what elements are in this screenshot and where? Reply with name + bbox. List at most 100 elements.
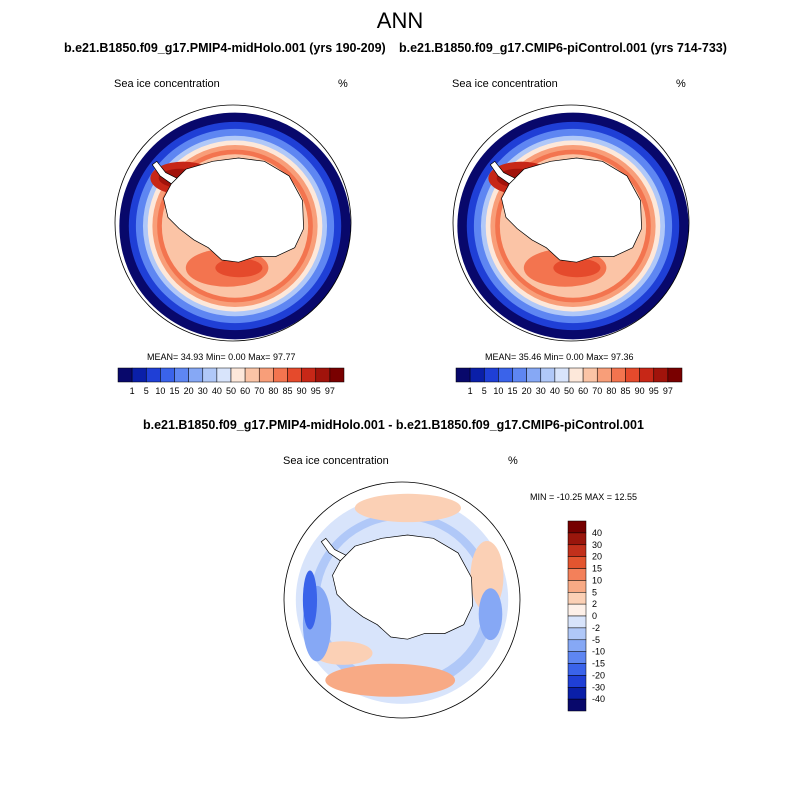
panel2-max: 97.36 xyxy=(610,352,634,362)
panel2-colorbar-tick-2: 10 xyxy=(493,386,503,396)
panel2-colorbar-tick-4: 20 xyxy=(522,386,532,396)
panel1-colorbar-tick-7: 50 xyxy=(226,386,236,396)
panel1-colorbar-tick-11: 85 xyxy=(282,386,292,396)
panel1-map xyxy=(114,104,352,342)
panel1-colorbar-tick-12: 90 xyxy=(297,386,307,396)
panel1-colorbar-swatch-10 xyxy=(259,367,274,383)
diff-colorbar-swatch-3 xyxy=(567,556,587,569)
antarctic-peninsula xyxy=(320,537,347,562)
panel2-colorbar-swatch-9 xyxy=(582,367,598,383)
antarctic-peninsula xyxy=(151,160,178,185)
panel1-colorbar-swatch-15 xyxy=(329,367,345,383)
panel1-colorbar-swatch-8 xyxy=(230,367,246,383)
antarctica-outline xyxy=(332,534,473,640)
panel1-colorbar-swatch-1 xyxy=(131,367,147,383)
panel2-colorbar-swatch-2 xyxy=(484,367,499,383)
panel1-variable-title: Sea ice concentration xyxy=(114,78,220,90)
panel2-min: 0.00 xyxy=(566,352,584,362)
sea-ice-field xyxy=(455,110,689,341)
panel1-mean-label: MEAN= xyxy=(147,352,179,362)
diff-colorbar-swatch-9 xyxy=(567,627,587,641)
panel2-colorbar-tick-9: 70 xyxy=(592,386,602,396)
panel2-colorbar-tick-14: 97 xyxy=(663,386,673,396)
panel1-colorbar-swatch-6 xyxy=(202,367,218,383)
case2-title: b.e21.B1850.f09_g17.CMIP6-piControl.001 … xyxy=(399,41,727,55)
panel1-colorbar-tick-13: 95 xyxy=(311,386,321,396)
diff-colorbar-swatch-7 xyxy=(567,603,587,617)
diff-colorbar-swatch-13 xyxy=(567,675,587,688)
diff-colorbar-swatch-0 xyxy=(567,520,587,534)
diff-colorbar-tick-6: 2 xyxy=(592,599,597,609)
sea-ice-field xyxy=(117,110,351,341)
panel2-colorbar-swatch-5 xyxy=(526,367,541,383)
panel2-units: % xyxy=(676,78,686,90)
panel2-colorbar-tick-0: 1 xyxy=(468,386,473,396)
ross-sea-core xyxy=(215,258,263,278)
case1-title: b.e21.B1850.f09_g17.PMIP4-midHolo.001 (y… xyxy=(64,41,386,55)
diff-negative-east xyxy=(478,588,503,641)
panel2-variable-title: Sea ice concentration xyxy=(452,78,558,90)
panel2-colorbar-swatch-6 xyxy=(540,367,556,383)
panel2-colorbar-tick-13: 95 xyxy=(649,386,659,396)
panel1-colorbar-swatch-4 xyxy=(174,367,189,383)
diff-colorbar-swatch-11 xyxy=(567,651,587,664)
diff-colorbar-tick-1: 30 xyxy=(592,540,602,550)
panel1-colorbar-tick-1: 5 xyxy=(144,386,149,396)
diff-colorbar-tick-11: -15 xyxy=(592,659,605,669)
diff-colorbar-tick-3: 15 xyxy=(592,564,602,574)
panel2-colorbar-swatch-0 xyxy=(455,367,471,383)
panel2-colorbar-swatch-13 xyxy=(639,367,654,383)
panel1-colorbar-tick-10: 80 xyxy=(268,386,278,396)
map-boundary xyxy=(452,104,690,342)
diff-colorbar-swatch-15 xyxy=(567,698,587,712)
panel1-colorbar-tick-14: 97 xyxy=(325,386,335,396)
panel1-colorbar-tick-5: 30 xyxy=(198,386,208,396)
panel1-colorbar-swatch-14 xyxy=(315,367,331,383)
panel1-max-label: Max= xyxy=(248,352,271,362)
panel2-colorbar: 1 5 10 15 20 30 40 50 60 70 80 85 90 95 97 xyxy=(455,367,683,396)
panel2-colorbar-tick-10: 80 xyxy=(606,386,616,396)
panel2-colorbar-tick-8: 60 xyxy=(578,386,588,396)
panel1-colorbar-tick-4: 20 xyxy=(184,386,194,396)
diff-variable-title: Sea ice concentration xyxy=(283,455,389,467)
diff-colorbar-tick-4: 10 xyxy=(592,575,602,585)
panel2-mean: 35.46 xyxy=(518,352,542,362)
diff-colorbar-tick-12: -20 xyxy=(592,670,605,680)
panel1-colorbar: 1 5 10 15 20 30 40 50 60 70 80 85 90 95 97 xyxy=(117,367,345,396)
panel1-colorbar-swatch-5 xyxy=(188,367,203,383)
panel1-colorbar-swatch-9 xyxy=(244,367,260,383)
panel1-colorbar-swatch-7 xyxy=(216,367,232,383)
panel1-colorbar-swatch-3 xyxy=(160,367,175,383)
panel2-colorbar-swatch-14 xyxy=(653,367,669,383)
panel2-max-label: Max= xyxy=(586,352,609,362)
panel1-stats: MEAN= 34.93 Min= 0.00 Max= 97.77 xyxy=(147,352,295,362)
panel1-colorbar-tick-6: 40 xyxy=(212,386,222,396)
diff-colorbar-swatch-12 xyxy=(567,663,587,676)
panel1-units: % xyxy=(338,78,348,90)
diff-colorbar-tick-14: -40 xyxy=(592,694,605,704)
panel2-colorbar-swatch-11 xyxy=(611,367,626,383)
panel2-colorbar-tick-11: 85 xyxy=(620,386,630,396)
diff-colorbar-swatch-1 xyxy=(567,532,587,546)
diff-strong-negative-west xyxy=(302,570,318,630)
diff-colorbar-tick-13: -30 xyxy=(592,682,605,692)
panel2-colorbar-swatch-10 xyxy=(597,367,612,383)
diff-colorbar-tick-2: 20 xyxy=(592,552,602,562)
panel2-colorbar-tick-5: 30 xyxy=(536,386,546,396)
panel1-colorbar-swatch-13 xyxy=(301,367,316,383)
map-boundary xyxy=(114,104,352,342)
panel2-stats: MEAN= 35.46 Min= 0.00 Max= 97.36 xyxy=(485,352,633,362)
panel1-colorbar-swatch-2 xyxy=(146,367,161,383)
panel2-colorbar-tick-6: 40 xyxy=(550,386,560,396)
diff-positive-south xyxy=(325,663,456,697)
panel2-colorbar-swatch-1 xyxy=(469,367,485,383)
diff-positive-north xyxy=(354,493,461,523)
panel1-colorbar-swatch-0 xyxy=(117,367,133,383)
panel1-max: 97.77 xyxy=(272,352,296,362)
diff-colorbar-swatch-4 xyxy=(567,568,587,581)
ross-sea-core xyxy=(553,258,601,278)
diff-colorbar-tick-8: -2 xyxy=(592,623,600,633)
panel2-colorbar-tick-12: 90 xyxy=(635,386,645,396)
